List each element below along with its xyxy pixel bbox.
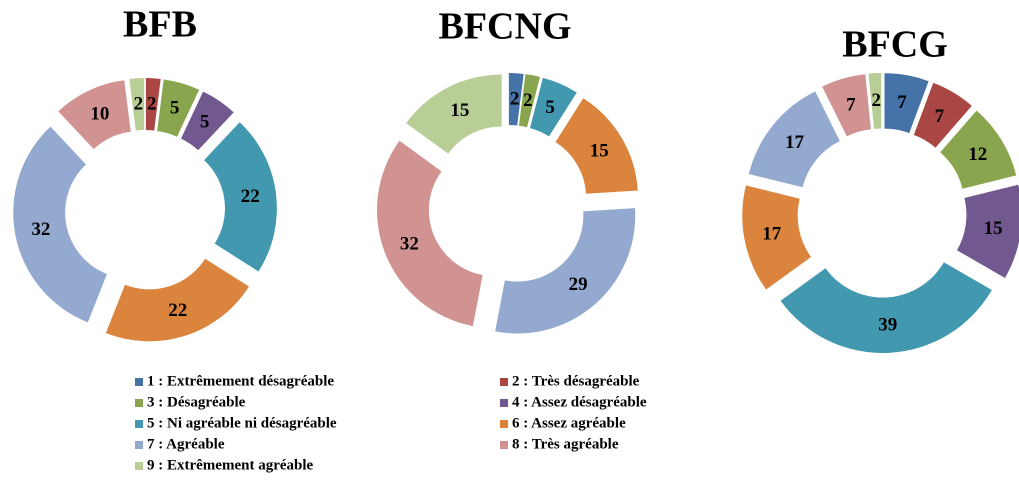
- chart-title: BFCG: [842, 24, 948, 66]
- data-label: 2: [510, 89, 520, 110]
- data-label: 22: [241, 186, 260, 207]
- slice: [145, 78, 161, 131]
- data-label: 32: [400, 233, 419, 254]
- data-label: 2: [872, 90, 882, 111]
- data-label: 5: [545, 97, 555, 118]
- data-label: 29: [569, 274, 588, 295]
- legend-swatch: [135, 399, 143, 407]
- legend-swatch: [135, 462, 143, 470]
- legend-label: 5 : Ni agréable ni désagréable: [147, 415, 337, 431]
- legend-label: 7 : Agréable: [147, 436, 225, 452]
- legend-label: 2 : Très désagréable: [512, 373, 640, 389]
- legend-swatch: [500, 378, 508, 386]
- data-label: 17: [785, 132, 805, 153]
- legend-swatch: [135, 441, 143, 449]
- legend-label: 4 : Assez désagréable: [512, 394, 647, 410]
- legend-swatch: [135, 420, 143, 428]
- slice: [508, 73, 524, 126]
- legend-label: 1 : Extrêmement désagréable: [147, 373, 334, 389]
- slice: [555, 98, 638, 194]
- data-label: 2: [523, 90, 533, 111]
- legend-label: 3 : Désagréable: [147, 394, 246, 410]
- slice: [129, 78, 145, 131]
- legend-label: 8 : Très agréable: [512, 436, 619, 452]
- legend-swatch: [500, 420, 508, 428]
- slice: [376, 140, 483, 327]
- data-label: 17: [762, 224, 782, 245]
- slice: [884, 73, 929, 134]
- slice: [495, 208, 636, 334]
- data-label: 7: [935, 106, 945, 127]
- data-label: 5: [170, 98, 180, 119]
- data-label: 2: [147, 94, 157, 115]
- slice: [157, 79, 200, 137]
- slice: [956, 184, 1019, 278]
- slice: [913, 82, 972, 148]
- slice: [181, 91, 234, 151]
- legend-swatch: [135, 378, 143, 386]
- legend-label: 6 : Assez agréable: [512, 415, 626, 431]
- slice: [940, 110, 1017, 189]
- chart-title: BFB: [123, 4, 197, 46]
- slice: [58, 80, 131, 150]
- slice: [529, 77, 577, 137]
- slice: [518, 74, 540, 128]
- slice: [406, 74, 502, 154]
- legend-label: 9 : Extrêmement agréable: [147, 457, 314, 473]
- data-label: 2: [134, 94, 144, 115]
- slice: [204, 122, 277, 272]
- legend-swatch: [500, 399, 508, 407]
- slice: [748, 91, 840, 188]
- data-label: 15: [984, 218, 1003, 239]
- legend-swatch: [500, 441, 508, 449]
- data-label: 10: [90, 103, 109, 124]
- data-label: 12: [968, 144, 987, 165]
- data-label: 15: [590, 140, 609, 161]
- data-label: 15: [450, 100, 469, 121]
- data-label: 7: [846, 94, 856, 115]
- slice: [822, 74, 871, 137]
- data-label: 5: [200, 112, 210, 133]
- slice: [105, 258, 249, 342]
- slice: [780, 262, 992, 353]
- data-label: 7: [897, 92, 907, 113]
- slice: [742, 185, 812, 290]
- slice: [868, 73, 882, 129]
- data-label: 39: [878, 314, 897, 335]
- slice: [13, 126, 107, 323]
- chart-title: BFCNG: [439, 6, 572, 48]
- data-label: 22: [168, 300, 187, 321]
- data-label: 32: [31, 219, 50, 240]
